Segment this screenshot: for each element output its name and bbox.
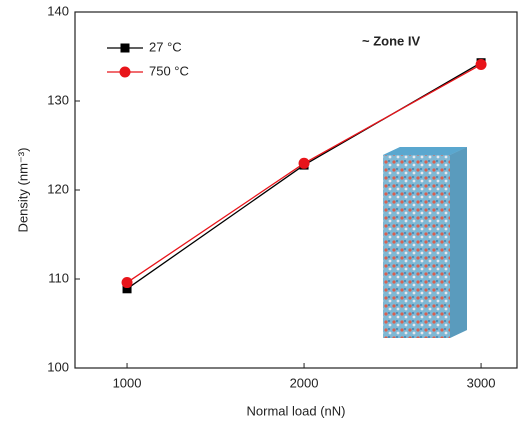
y-tick-label: 120 xyxy=(47,181,69,196)
y-tick-label: 130 xyxy=(47,92,69,107)
y-tick-label: 110 xyxy=(48,270,69,285)
marker xyxy=(122,284,132,294)
x-tick-label: 2000 xyxy=(290,375,319,390)
legend-label: 750 °C xyxy=(149,63,189,78)
y-tick-label: 100 xyxy=(47,359,69,374)
legend-marker xyxy=(119,66,131,78)
x-tick-label: 3000 xyxy=(467,375,496,390)
x-axis-label: Normal load (nN) xyxy=(247,403,346,418)
inset-image xyxy=(383,147,467,338)
marker xyxy=(475,59,487,71)
y-axis-label: Density (nm⁻³) xyxy=(15,148,30,233)
x-tick-label: 1000 xyxy=(113,375,142,390)
marker xyxy=(121,277,133,289)
legend-marker xyxy=(120,43,130,53)
legend-label: 27 °C xyxy=(149,39,182,54)
y-tick-label: 140 xyxy=(47,3,69,18)
marker xyxy=(298,157,310,169)
annotation: ~ Zone IV xyxy=(362,33,420,48)
